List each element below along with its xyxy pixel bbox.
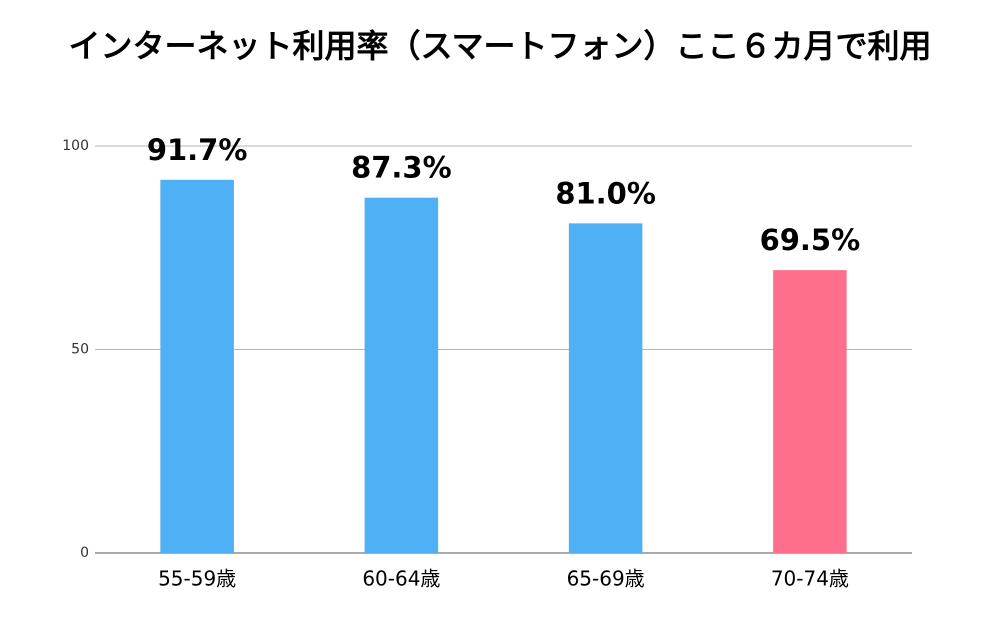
chart-title: インターネット利用率（スマートフォン）ここ６カ月で利用 [68, 27, 931, 65]
value-label: 69.5% [760, 223, 861, 257]
y-tick-label: 50 [71, 342, 89, 358]
y-tick-label: 100 [62, 138, 89, 154]
x-tick-label: 70-74歳 [771, 567, 849, 591]
x-tick-label: 60-64歳 [362, 567, 440, 591]
value-label: 87.3% [351, 151, 452, 185]
x-tick-label: 65-69歳 [567, 567, 645, 591]
value-label: 81.0% [555, 176, 656, 210]
bar [364, 197, 439, 553]
bar [160, 179, 234, 553]
value-label: 91.7% [147, 133, 248, 167]
bar [568, 223, 643, 553]
bar [773, 270, 847, 553]
y-tick-label: 0 [80, 545, 89, 561]
x-tick-label: 55-59歳 [158, 567, 236, 591]
